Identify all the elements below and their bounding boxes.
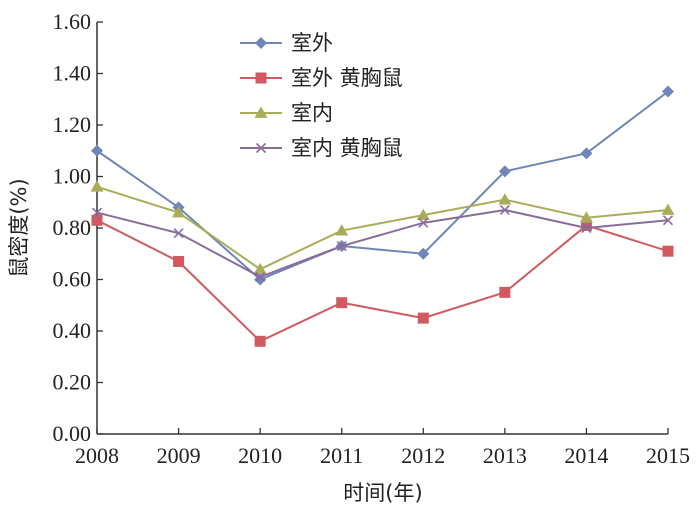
data-point [662, 85, 674, 98]
y-axis-title: 鼠密度(%) [7, 178, 31, 277]
data-point [499, 286, 511, 298]
x-axis-title: 时间(年) [343, 481, 422, 505]
y-tick-label: 1.60 [53, 9, 92, 34]
series-line [96, 219, 669, 343]
data-point [255, 271, 266, 282]
data-point [91, 214, 103, 226]
legend-entry: 室外 黄胸鼠 [240, 66, 403, 90]
x-tick-label: 2015 [646, 443, 690, 468]
series-2 [91, 214, 674, 347]
data-point [336, 297, 348, 309]
legend-label: 室外 黄胸鼠 [291, 66, 403, 90]
y-tick-label: 1.20 [53, 112, 92, 137]
data-point [416, 208, 430, 220]
legend-swatch-marker [254, 106, 268, 118]
legend-label: 室内 黄胸鼠 [291, 136, 403, 160]
y-tick-label: 1.00 [53, 164, 92, 189]
y-tick-label: 0.80 [53, 215, 92, 240]
legend-swatch-marker [255, 72, 267, 84]
legend-label: 室外 [291, 31, 333, 55]
legend-entry: 室内 [240, 101, 333, 125]
data-point [580, 147, 593, 160]
data-point [661, 203, 675, 215]
data-point [91, 144, 103, 157]
series-1 [91, 85, 674, 286]
data-point [498, 165, 511, 178]
x-tick-label: 2008 [75, 443, 119, 468]
y-ticks: 0.00 0.20 0.40 0.60 0.80 1.00 1.20 1.40 1.60 [53, 9, 103, 446]
data-point [417, 247, 430, 260]
series-3 [90, 180, 675, 275]
data-point [172, 206, 186, 218]
data-point [498, 193, 512, 205]
data-point [91, 207, 103, 218]
series-line [96, 208, 669, 279]
data-point [580, 219, 592, 231]
data-point [662, 245, 674, 257]
data-point [417, 312, 429, 324]
y-tick-label: 0.00 [53, 421, 92, 446]
y-tick-label: 1.40 [53, 61, 92, 86]
legend-entry: 室内 黄胸鼠 [240, 136, 403, 160]
y-tick-label: 0.40 [53, 318, 92, 343]
legend-label: 室内 [291, 101, 333, 125]
data-point [254, 335, 266, 347]
x-ticks: 2008 2009 2010 2011 2012 2013 2014 2015 [75, 428, 690, 468]
legend-swatch-marker [255, 37, 267, 49]
data-point [173, 228, 184, 239]
data-point [173, 255, 185, 267]
x-tick-label: 2014 [564, 443, 608, 468]
data-point [581, 222, 592, 234]
x-tick-label: 2010 [238, 443, 282, 468]
y-tick-label: 0.60 [53, 267, 92, 292]
series-group [90, 85, 675, 347]
legend-swatch-marker [255, 142, 267, 154]
series-line [96, 90, 669, 281]
data-point [579, 211, 593, 223]
data-point [662, 215, 674, 226]
data-point [335, 224, 349, 236]
data-point [90, 180, 104, 192]
data-point [253, 262, 267, 275]
data-point [499, 204, 510, 216]
x-tick-label: 2011 [320, 443, 363, 468]
x-tick-label: 2013 [483, 443, 527, 468]
legend-entry: 室外 [240, 31, 333, 55]
x-tick-label: 2009 [157, 443, 201, 468]
y-tick-label: 0.20 [53, 370, 92, 395]
series-4 [91, 204, 674, 282]
data-point [418, 217, 429, 228]
data-point [336, 240, 347, 252]
x-tick-label: 2012 [401, 443, 445, 468]
series-line [96, 185, 669, 271]
